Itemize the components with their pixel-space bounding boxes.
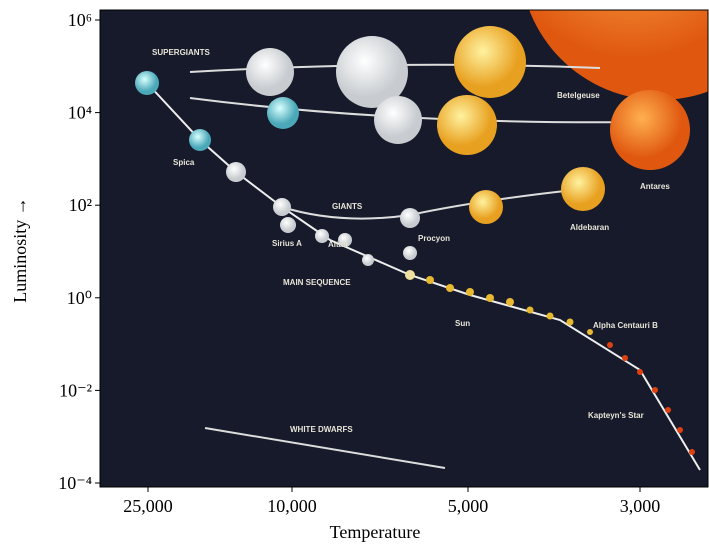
x-tick-label: 5,000 bbox=[448, 496, 489, 516]
x-tick-label: 3,000 bbox=[620, 496, 661, 516]
annotation: Kapteyn's Star bbox=[588, 411, 644, 420]
annotation: SUPERGIANTS bbox=[152, 48, 210, 57]
chart: Temperature Luminosity → 10⁻⁴ 10⁻² 10⁰ 10² 1… bbox=[0, 0, 709, 551]
annotation: WHITE DWARFS bbox=[290, 425, 353, 434]
annotation: Altair bbox=[328, 240, 348, 249]
y-tick-label: 10² bbox=[69, 195, 92, 215]
annotation: Alpha Centauri B bbox=[593, 321, 658, 330]
annotation: Procyon bbox=[418, 234, 450, 243]
annotation: Sun bbox=[455, 319, 470, 328]
annotation: GIANTS bbox=[332, 202, 363, 211]
y-tick-label: 10⁻⁴ bbox=[58, 473, 92, 493]
y-tick-label: 10⁴ bbox=[68, 103, 92, 123]
annotation: Sirius A bbox=[272, 239, 302, 248]
y-tick-label: 10⁻² bbox=[59, 380, 92, 400]
annotation: Antares bbox=[640, 182, 670, 191]
annotation: MAIN SEQUENCE bbox=[283, 278, 351, 287]
y-tick-label: 10⁰ bbox=[67, 288, 92, 308]
x-axis-label: Temperature bbox=[330, 522, 421, 542]
x-tick-label: 10,000 bbox=[267, 496, 317, 516]
annotation: Spica bbox=[173, 158, 195, 167]
annotation: Aldebaran bbox=[570, 223, 609, 232]
annotation: Betelgeuse bbox=[557, 91, 600, 100]
y-axis-label: Luminosity → bbox=[10, 197, 30, 303]
y-tick-label: 10⁶ bbox=[68, 10, 92, 30]
x-tick-label: 25,000 bbox=[123, 496, 173, 516]
